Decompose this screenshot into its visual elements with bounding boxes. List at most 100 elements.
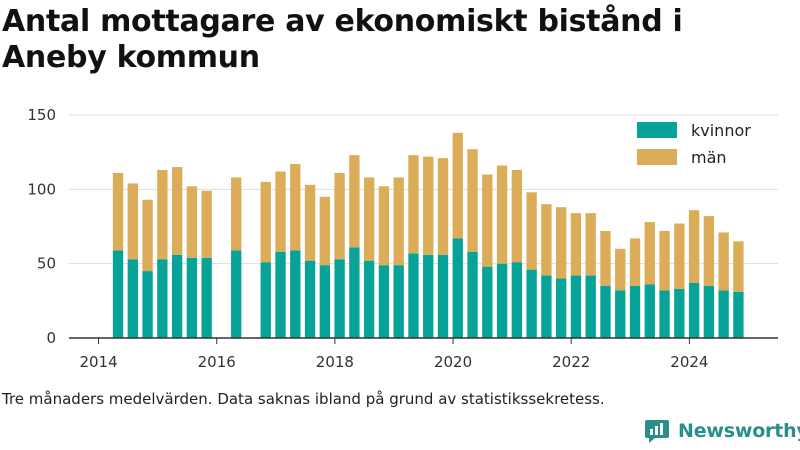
bar-man [171, 167, 183, 255]
bar-kvinnor [423, 254, 434, 338]
bar-man [674, 223, 685, 289]
bar-man [541, 204, 552, 276]
y-tick-label: 0 [46, 329, 56, 347]
bar-man [437, 158, 449, 255]
legend-swatch-man [637, 149, 677, 165]
bar-man [644, 222, 655, 285]
bar-man [733, 241, 744, 292]
x-tick-label: 2014 [79, 353, 117, 371]
y-tick-label: 150 [27, 106, 56, 124]
bar-kvinnor [127, 259, 138, 338]
bar-kvinnor [186, 257, 198, 338]
bar-man [334, 172, 345, 260]
legend-label-man: män [691, 148, 727, 167]
bar-man [600, 230, 611, 286]
x-tick-label: 2018 [316, 353, 354, 371]
bar-man [496, 165, 508, 264]
bar-man [659, 230, 670, 291]
bar-man [304, 184, 316, 261]
bar-kvinnor [378, 265, 390, 338]
bar-kvinnor [319, 265, 331, 338]
chart-caption: Tre månaders medelvärden. Data saknas ib… [2, 390, 605, 408]
bar-kvinnor [629, 285, 641, 338]
x-tick-label: 2024 [670, 353, 708, 371]
bar-kvinnor [541, 275, 552, 338]
bar-man [615, 248, 626, 291]
legend-swatch-kvinnor [637, 122, 677, 138]
bar-man [186, 186, 198, 258]
bar-kvinnor [570, 275, 582, 338]
bar-man [555, 207, 567, 279]
bar-kvinnor [201, 257, 212, 338]
bar-man [393, 177, 404, 266]
bar-man [363, 177, 375, 261]
newsworthy-logo: Newsworthy [644, 418, 800, 444]
bar-man [157, 170, 168, 260]
bar-kvinnor [674, 288, 685, 338]
stacked-bar-chart: 0 50 100 150 2014 2016 2018 2020 2022 2024 kvinn… [27, 106, 778, 371]
bar-man [319, 196, 331, 266]
bar-kvinnor [482, 266, 493, 338]
newsworthy-logo-icon [645, 420, 669, 443]
bar-kvinnor [496, 263, 508, 338]
bar-kvinnor [112, 250, 124, 338]
bar-kvinnor [688, 282, 700, 338]
bar-kvinnor [231, 250, 242, 338]
y-tick-label: 100 [27, 180, 56, 198]
bar-man [452, 132, 463, 239]
bar-man [231, 177, 242, 251]
bar-man [526, 192, 537, 270]
bar-man [275, 171, 286, 252]
chart-title: Antal mottagare av ekonomiskt bistånd i … [2, 4, 683, 75]
bar-kvinnor [644, 284, 655, 338]
bar-kvinnor [703, 285, 715, 338]
bar-man [467, 149, 478, 252]
bar-man [290, 164, 301, 251]
bar-kvinnor [615, 290, 626, 338]
bar-kvinnor [334, 259, 345, 338]
bar-kvinnor [733, 291, 744, 338]
bar-kvinnor [555, 278, 567, 338]
bar-man [629, 238, 641, 286]
bar-kvinnor [304, 260, 316, 338]
bar-kvinnor [393, 265, 404, 338]
legend: kvinnor män [637, 121, 751, 167]
bar-man [703, 216, 715, 286]
bar-kvinnor [511, 262, 523, 338]
x-tick-label: 2022 [552, 353, 590, 371]
bar-kvinnor [659, 290, 670, 338]
y-tick-label: 50 [37, 255, 56, 273]
x-tick-label: 2020 [434, 353, 472, 371]
bar-man [408, 155, 419, 254]
bar-kvinnor [585, 275, 596, 338]
bar-kvinnor [275, 251, 286, 338]
bar-man [482, 174, 493, 267]
bar-kvinnor [718, 290, 729, 338]
bars [112, 132, 744, 338]
bar-kvinnor [526, 269, 537, 338]
bar-kvinnor [467, 251, 478, 338]
bar-man [142, 199, 153, 272]
bar-kvinnor [363, 260, 375, 338]
brand-name: Newsworthy [678, 420, 800, 442]
x-axis: 2014 2016 2018 2020 2022 2024 [69, 337, 778, 371]
bar-kvinnor [600, 285, 611, 338]
bar-man [718, 232, 729, 291]
bar-man [688, 210, 700, 283]
bar-man [260, 181, 271, 263]
bar-kvinnor [349, 247, 360, 338]
bar-kvinnor [260, 262, 271, 338]
bar-man [201, 190, 212, 258]
bar-kvinnor [408, 253, 419, 338]
bar-man [511, 170, 523, 263]
x-tick-label: 2016 [198, 353, 236, 371]
bar-kvinnor [437, 254, 449, 338]
bar-kvinnor [171, 254, 183, 338]
bar-kvinnor [142, 271, 153, 338]
bar-kvinnor [290, 250, 301, 338]
bar-man [112, 172, 124, 251]
bar-man [570, 213, 582, 276]
y-axis: 0 50 100 150 [27, 106, 56, 347]
bar-man [127, 183, 138, 260]
bar-man [585, 213, 596, 276]
